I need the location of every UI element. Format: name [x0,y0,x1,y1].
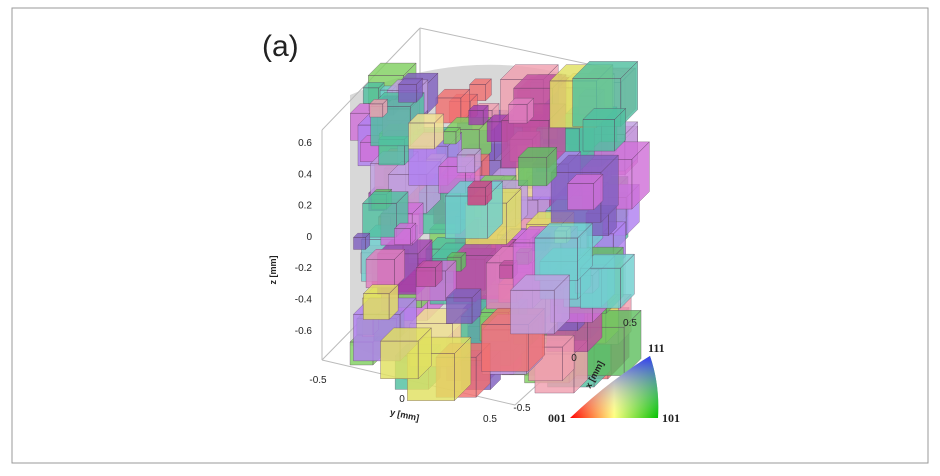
y-tick-label: 0 [399,394,405,405]
y-tick-label: -0.5 [309,375,327,386]
ipf-corner-label: 111 [648,341,665,355]
grain [397,77,424,103]
grain [415,260,443,288]
y-tick-label: 0.5 [483,414,497,425]
ipf-triangle-overlay [570,356,659,418]
z-tick-label: 0.4 [298,169,312,180]
z-tick-label: 0 [306,232,312,243]
ipf-corner-label: 101 [662,411,680,425]
grain [393,222,417,246]
z-tick-label: -0.6 [295,326,313,337]
x-tick-label: 0.5 [623,318,637,329]
x-tick-label: -0.5 [513,403,531,414]
grain [365,248,406,289]
grain [456,148,482,174]
x-tick-label: 0 [571,353,577,364]
z-tick-label: -0.2 [295,263,313,274]
grain [369,98,389,118]
grain [579,253,636,309]
ipf-corner-label: 001 [548,411,566,425]
grain [443,126,461,145]
grain [379,327,432,380]
grain [445,288,482,325]
grain [582,107,627,152]
z-tick-label: -0.4 [295,295,313,306]
grain [534,222,594,282]
z-tick-label: 0.6 [298,138,312,149]
panel-label: (a) [262,30,299,63]
grain [407,113,445,150]
grain [566,173,604,211]
grain [467,180,493,206]
grain [507,97,535,124]
grains [349,60,650,402]
grain [362,284,399,321]
z-tick-label: 0.2 [298,201,312,212]
color-key: 001 101 111 [548,341,680,425]
grain [509,274,571,335]
grain [352,232,371,251]
z-axis-label: z [mm] [268,255,278,284]
grain [517,146,558,187]
grain [468,104,489,126]
